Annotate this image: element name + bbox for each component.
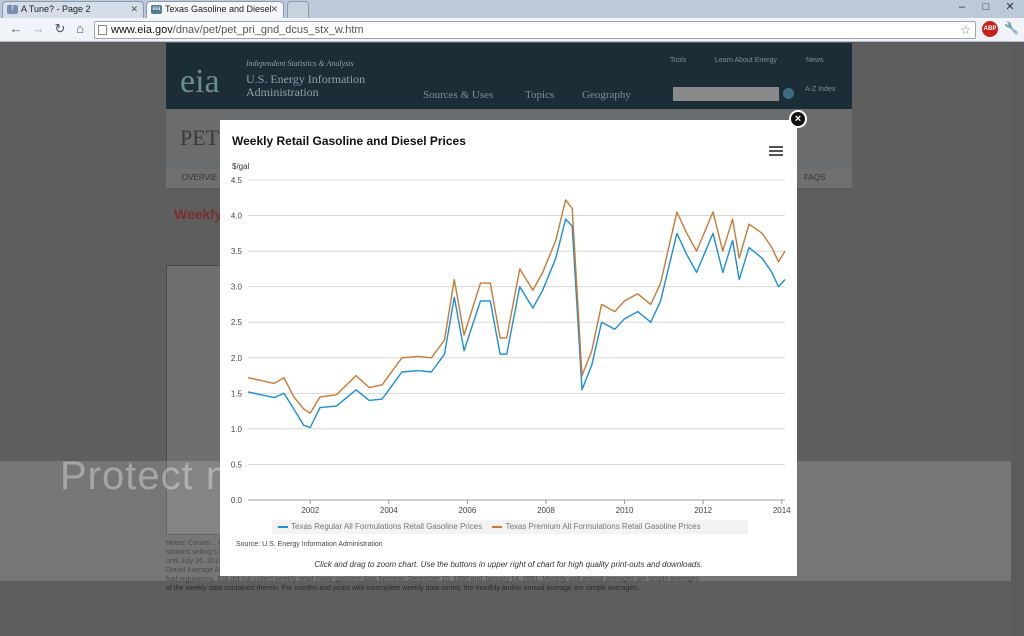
reload-icon[interactable]: ↻ xyxy=(54,21,66,36)
eia-favicon-icon: eia xyxy=(151,5,162,14)
y-tick-label: 0.5 xyxy=(231,460,243,469)
x-tick-label: 2010 xyxy=(616,506,634,515)
legend-label-regular: Texas Regular All Formulations Retail Ga… xyxy=(291,522,483,531)
forum-favicon-icon: f xyxy=(7,5,18,14)
x-tick-label: 2008 xyxy=(537,506,555,515)
chart-legend: Texas Regular All Formulations Retail Ga… xyxy=(272,520,748,534)
chart-source: Source: U.S. Energy Information Administ… xyxy=(236,541,383,548)
chart-plot[interactable]: 0.0 0.5 1.0 1.5 2.0 2.5 3.0 3.5 4.0 4.5 2002 2004 20… xyxy=(220,170,797,520)
adblock-icon[interactable]: ABP xyxy=(982,21,998,37)
x-tick-label: 2012 xyxy=(694,506,712,515)
search-go-icon[interactable] xyxy=(783,88,794,99)
page-icon xyxy=(98,25,107,35)
x-tick-label: 2004 xyxy=(380,506,398,515)
bookmark-star-icon[interactable]: ☆ xyxy=(960,23,971,37)
wrench-menu-icon[interactable]: 🔧 xyxy=(1004,21,1019,35)
url-host: www.eia.gov xyxy=(111,24,173,36)
y-tick-label: 2.5 xyxy=(231,318,243,327)
legend-swatch-regular xyxy=(278,525,288,528)
y-tick-label: 4.5 xyxy=(231,176,243,185)
home-icon[interactable]: ⌂ xyxy=(76,21,84,36)
chart-modal: Weekly Retail Gasoline and Diesel Prices… xyxy=(220,120,797,576)
maximize-button[interactable]: □ xyxy=(982,1,990,13)
legend-swatch-premium xyxy=(492,525,503,528)
y-tick-label: 1.0 xyxy=(231,425,243,434)
eia-tagline: Independent Statistics & Analysis xyxy=(246,59,354,68)
tab-a-tune[interactable]: f A Tune? - Page 2 ✕ xyxy=(2,1,144,18)
y-tick-label: 4.0 xyxy=(231,212,243,221)
az-index-link[interactable]: A-Z Index xyxy=(805,86,836,93)
subnav-overview[interactable]: OVERVIE xyxy=(182,173,218,182)
top-link-learn[interactable]: Learn About Energy xyxy=(715,57,777,64)
chart-title: Weekly Retail Gasoline and Diesel Prices xyxy=(232,134,466,148)
legend-item-premium[interactable]: Texas Premium All Formulations Retail Ga… xyxy=(492,522,701,531)
top-link-news[interactable]: News xyxy=(806,57,824,64)
chart-menu-icon[interactable] xyxy=(769,146,783,158)
x-tick-label: 2002 xyxy=(301,506,319,515)
tab-close-icon[interactable]: ✕ xyxy=(130,4,138,14)
y-axis-unit-label: $/gal xyxy=(232,162,250,171)
x-tick-label: 2014 xyxy=(773,506,791,515)
series-line-regular xyxy=(247,218,786,429)
back-arrow-icon[interactable]: ← xyxy=(9,21,23,36)
new-tab-button[interactable] xyxy=(287,1,309,18)
weekly-heading: Weekly xyxy=(174,206,222,222)
subnav-faqs[interactable]: FAQS xyxy=(804,173,826,182)
y-tick-label: 3.5 xyxy=(231,247,243,256)
browser-tab-bar: f A Tune? - Page 2 ✕ eia Texas Gasoline … xyxy=(0,0,1024,18)
tab-title: A Tune? - Page 2 xyxy=(21,4,91,14)
eia-logo[interactable]: eia xyxy=(180,63,220,100)
eia-org-name: U.S. Energy Information Administration xyxy=(246,72,366,99)
nav-geography[interactable]: Geography xyxy=(582,89,631,101)
y-tick-label: 3.0 xyxy=(231,283,243,292)
close-window-button[interactable]: ✕ xyxy=(1005,1,1015,13)
browser-toolbar: ← → ↻ ⌂ www.eia.gov/dnav/pet/pet_pri_gnd… xyxy=(0,18,1024,42)
y-tick-label: 2.0 xyxy=(231,354,243,363)
modal-close-button[interactable]: × xyxy=(789,110,807,128)
legend-item-regular[interactable]: Texas Regular All Formulations Retail Ga… xyxy=(278,522,482,531)
tab-title: Texas Gasoline and Diesel xyxy=(165,4,272,14)
series-line-premium xyxy=(247,199,786,414)
y-tick-label: 0.0 xyxy=(231,496,243,505)
forward-arrow-icon[interactable]: → xyxy=(31,21,45,36)
tab-close-icon[interactable]: ✕ xyxy=(270,4,278,14)
minimize-button[interactable]: – xyxy=(958,1,966,13)
nav-sources-uses[interactable]: Sources & Uses xyxy=(423,89,494,101)
tab-texas-gasoline[interactable]: eia Texas Gasoline and Diesel ✕ xyxy=(146,1,284,18)
x-tick-label: 2006 xyxy=(458,506,476,515)
chart-caption: Click and drag to zoom chart. Use the bu… xyxy=(314,560,703,569)
site-search-input[interactable] xyxy=(673,87,779,101)
address-bar[interactable]: www.eia.gov/dnav/pet/pet_pri_gnd_dcus_st… xyxy=(94,21,976,39)
page-title: PET xyxy=(180,125,220,150)
eia-header: eia Independent Statistics & Analysis U.… xyxy=(166,43,852,109)
top-link-tools[interactable]: Tools xyxy=(670,57,687,64)
legend-label-premium: Texas Premium All Formulations Retail Ga… xyxy=(505,522,701,531)
url-path: /dnav/pet/pet_pri_gnd_dcus_stx_w.htm xyxy=(172,24,364,36)
nav-topics[interactable]: Topics xyxy=(525,89,555,101)
y-tick-label: 1.5 xyxy=(231,389,243,398)
